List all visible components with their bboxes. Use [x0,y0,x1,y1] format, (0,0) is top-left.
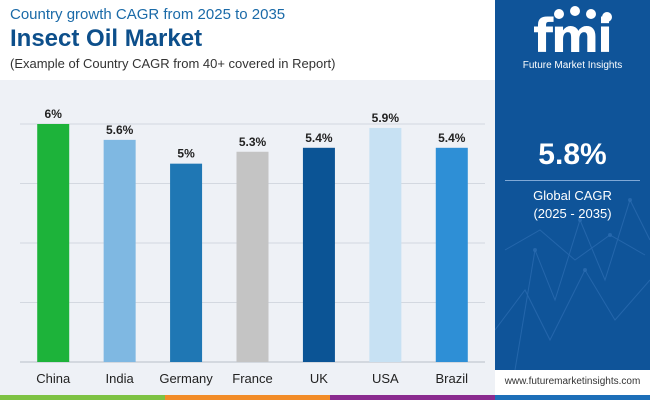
x-tick-label-uk: UK [310,371,328,386]
chart-title: Insect Oil Market [10,25,203,52]
x-tick-label-usa: USA [372,371,399,386]
data-label-france: 5.3% [239,135,267,149]
global-cagr-period: (2025 - 2035) [533,206,612,221]
data-label-india: 5.6% [106,123,134,137]
header: Country growth CAGR from 2025 to 2035 In… [0,0,495,80]
bar-brazil [435,147,468,362]
decorative-lines [495,198,650,370]
website-link[interactable]: www.futuremarketinsights.com [504,376,641,387]
data-label-china: 6% [45,107,63,121]
footer-stripe-green [0,395,165,400]
bar-chart: 6% China 5.6% India 5% Germany 5.3% France 5.4% U… [20,107,485,386]
chart-subtitle: (Example of Country CAGR from 40+ covere… [10,56,336,71]
bar-india [103,139,136,362]
bar-germany [170,163,203,362]
logo-name: Future Market Insights [522,60,623,71]
data-label-germany: 5% [177,147,195,161]
global-cagr-value: 5.8% [538,138,607,171]
svg-text:fmi: fmi [533,9,611,60]
data-label-usa: 5.9% [372,111,400,125]
bar-uk [302,147,335,362]
x-tick-label-brazil: Brazil [436,371,469,386]
fmi-logo: fmi Future Market Insights [495,4,650,72]
footer-stripe-blue [495,395,650,400]
bar-france [236,151,269,362]
data-label-uk: 5.4% [305,131,333,145]
bar-usa [369,127,402,362]
x-tick-label-china: China [36,371,71,386]
footer-stripe-orange [165,395,330,400]
logo-mark-icon: fmi [533,6,613,63]
x-tick-label-germany: Germany [159,371,213,386]
global-cagr-label: Global CAGR [533,188,612,203]
footer-stripe-purple [330,395,495,400]
summary-panel: fmi Future Market Insights 5.8% Global C… [495,0,650,370]
bar-china [37,124,70,362]
x-tick-label-india: India [106,371,135,386]
cagr-divider [505,180,640,181]
x-tick-label-france: France [232,371,272,386]
data-label-brazil: 5.4% [438,131,466,145]
chart-supertitle: Country growth CAGR from 2025 to 2035 [10,6,286,23]
